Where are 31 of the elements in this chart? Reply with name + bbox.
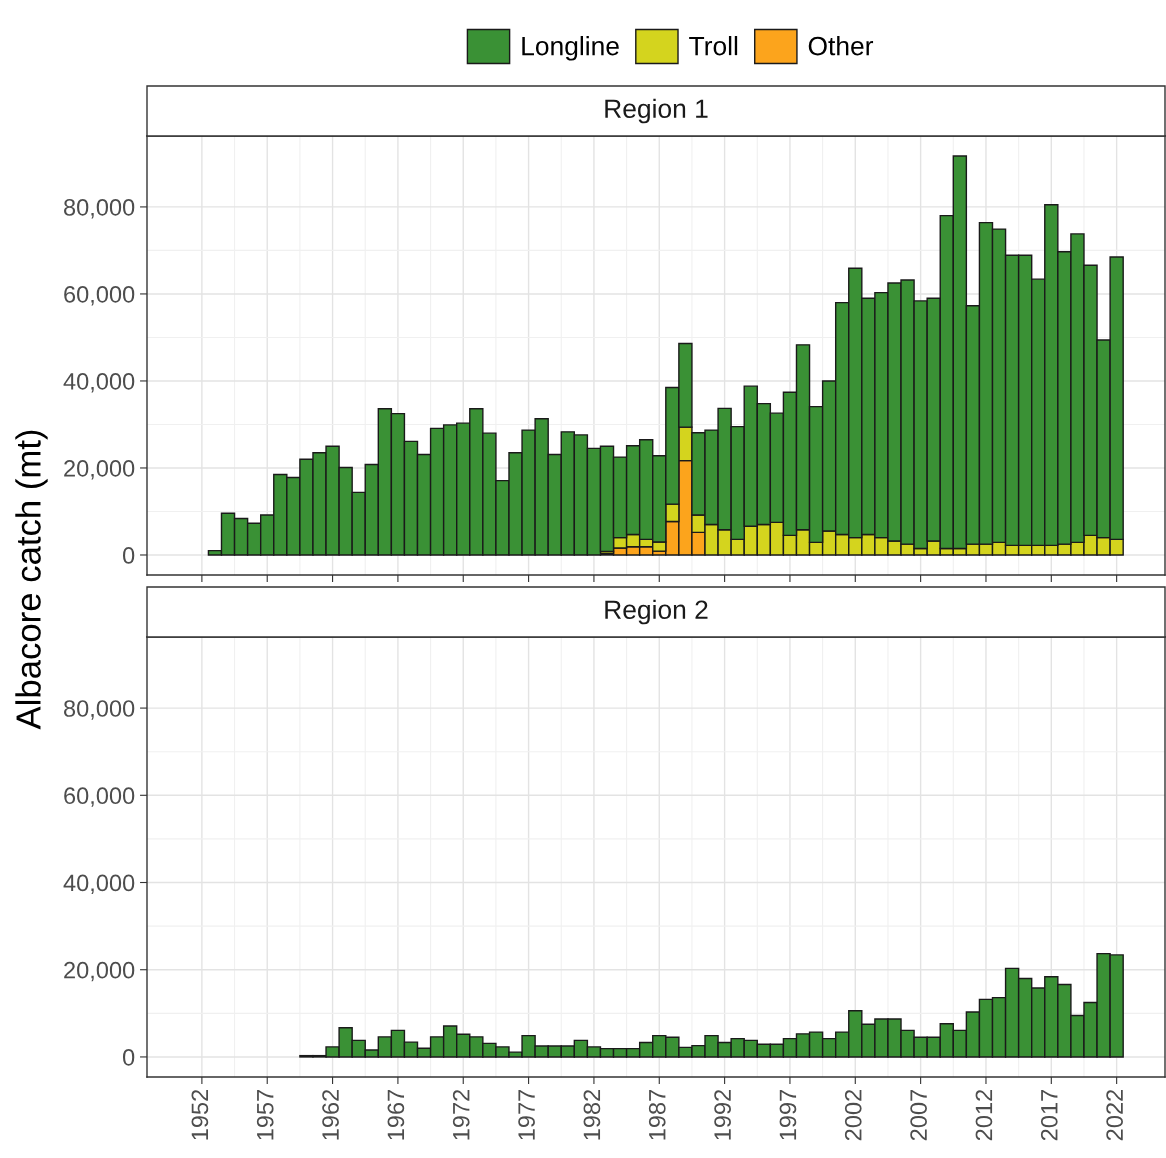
x-tick-label: 2002	[844, 1089, 862, 1141]
y-tick-label: 0	[122, 1049, 135, 1066]
x-tick-label: 1977	[518, 1089, 535, 1140]
x-tick-label: 1972	[452, 1089, 470, 1140]
legend-label: Longline	[522, 36, 619, 61]
y-tick-label: 40,000	[63, 373, 135, 393]
x-tick-label: 1952	[191, 1089, 209, 1140]
x-tick-label: 1997	[779, 1089, 797, 1140]
chart-title: Region 2	[605, 599, 708, 625]
x-tick-label: 1967	[387, 1089, 405, 1140]
x-tick-label: 1982	[583, 1089, 601, 1140]
y-tick-label: 20,000	[64, 961, 135, 982]
y-tick-label: 60,000	[64, 787, 135, 807]
x-tick-label: 2022	[1106, 1089, 1123, 1141]
y-tick-label: 40,000	[63, 874, 135, 895]
y-axis-title: Albacore catch (mt)	[15, 430, 48, 730]
x-tick-label: 2007	[910, 1089, 927, 1141]
y-tick-label: 80,000	[64, 700, 135, 720]
y-tick-label: 20,000	[64, 460, 135, 480]
x-tick-label: 1987	[648, 1089, 666, 1140]
legend-label: Troll	[689, 36, 738, 56]
x-tick-label: 1992	[714, 1089, 731, 1140]
x-tick-label: 1962	[322, 1089, 339, 1140]
legend-label: Other	[808, 36, 874, 56]
x-tick-label: 2017	[1040, 1089, 1058, 1141]
y-tick-label: 60,000	[64, 286, 135, 306]
y-tick-label: 80,000	[64, 198, 135, 219]
y-tick-label: 0	[122, 547, 135, 564]
x-tick-label: 2012	[975, 1089, 993, 1141]
x-tick-label: 1957	[256, 1089, 274, 1140]
chart-title: Region 1	[605, 98, 708, 124]
